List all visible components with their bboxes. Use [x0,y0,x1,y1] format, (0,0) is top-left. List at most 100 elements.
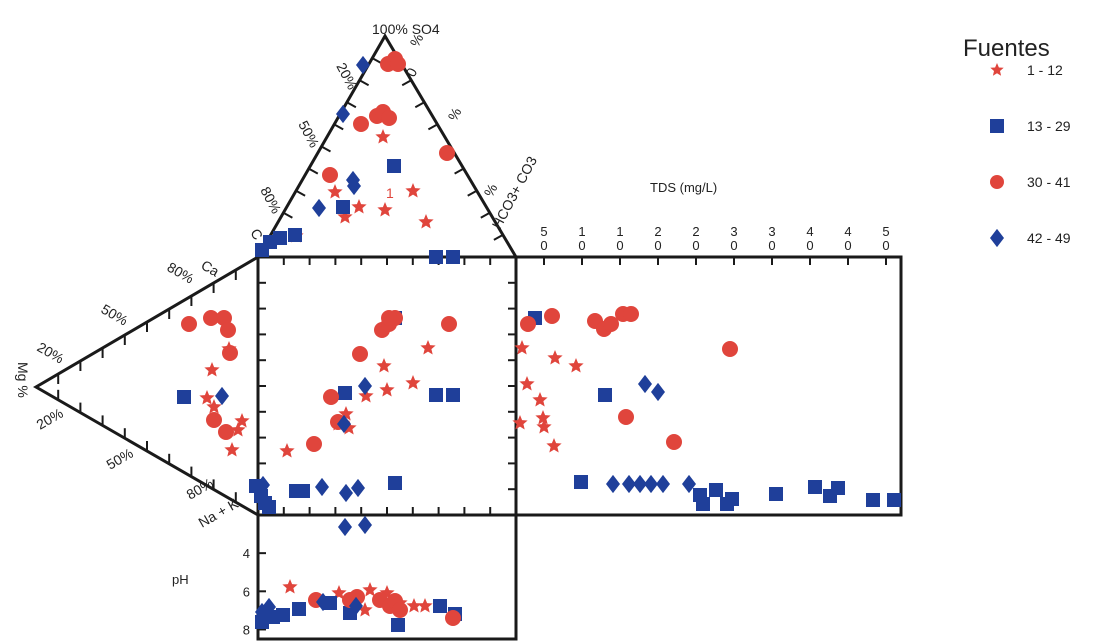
data-point-circle [222,345,238,361]
data-point-circle [181,316,197,332]
data-point-star [282,579,298,594]
data-point-diamond [262,597,276,617]
data-point-star [406,598,422,613]
data-point-star [535,410,551,425]
data-point-circle [439,145,455,161]
left-upper-tick-50: 50% [99,301,131,329]
ph-panel-frame [256,513,518,641]
data-point-square [276,608,290,622]
legend-entry-label: 13 - 29 [1027,118,1071,134]
data-point-square [720,497,734,511]
data-point-square [288,228,302,242]
data-point-square [831,481,845,495]
data-point-diamond [337,414,351,434]
tds-tick-label: 4 [806,224,813,239]
data-point-star [331,585,347,600]
tds-panel-frame [514,255,903,517]
tds-tick-label: 2 [654,224,661,239]
data-point-diamond [622,474,636,494]
data-point-diamond [312,198,326,218]
tds-tick-label: 3 [730,224,737,239]
data-point-square [296,484,310,498]
data-point-star [377,202,393,217]
data-point-square [388,476,402,490]
tds-tick-label: 1 [578,224,585,239]
tds-tick-zero: 0 [692,238,699,253]
tds-tick-zero: 0 [578,238,585,253]
data-point-square [391,618,405,632]
data-point-star [546,438,562,453]
data-point-circle [322,167,338,183]
data-point-diamond [351,478,365,498]
top-right-edge-tick-6 [427,123,438,131]
data-point-circle [203,310,219,326]
data-point-star [337,209,353,224]
tds-tick-zero: 0 [654,238,661,253]
top-left-tick-80: 80% [257,184,284,216]
data-point-star [532,392,548,407]
top-right-edge-tick-2 [480,211,491,219]
data-point-square [446,388,460,402]
ph-tick-labels: 4 6 8 [243,546,266,637]
left-lower-tick-50: 50% [104,445,136,473]
data-point-circle [323,389,339,405]
top-right-tick-pct-3: % [481,181,501,200]
axis-labels: 100% SO4 20% 50% 80% C 0 % % % HCO3+ CO3… [15,21,717,587]
tds-tick-zero: 0 [844,238,851,253]
tds-axis-label: TDS (mg/L) [650,180,717,195]
left-lower-tick-20: 20% [34,405,66,433]
top-left-edge-tick-3 [295,189,306,197]
data-points [177,51,901,632]
data-point-diamond [349,596,363,616]
data-point-square [696,497,710,511]
data-point-diamond [358,515,372,535]
top-right-edge-tick-1 [493,234,504,241]
tds-tick-label: 1 [616,224,623,239]
data-point-diamond [358,376,372,396]
top-right-tick-pct-2: % [445,105,465,124]
data-point-circle [544,308,560,324]
data-point-square [574,475,588,489]
ph-tick-label: 8 [243,622,250,637]
tds-tick-label: 2 [692,224,699,239]
annotation-1: 1 [386,185,394,201]
data-point-circle [520,316,536,332]
data-point-circle [353,116,369,132]
ph-tick-label: 6 [243,584,250,599]
data-point-square [262,500,276,514]
data-point-square [338,386,352,400]
data-point-diamond [215,386,229,406]
data-point-star [547,350,563,365]
left-upper-tick-20: 20% [35,339,67,367]
data-point-diamond [633,474,647,494]
legend-title: Fuentes [963,35,1050,62]
tds-tick-label: 5 [882,224,889,239]
data-point-square [387,159,401,173]
top-right-edge-tick-8 [401,79,412,87]
legend-marker-square [990,119,1004,133]
tds-tick-zero: 0 [882,238,889,253]
legend-entry-label: 30 - 41 [1027,174,1071,190]
legend-marker-star [990,63,1004,76]
data-point-diamond [347,176,361,196]
data-point-circle [392,602,408,618]
data-point-diamond [651,382,665,402]
data-point-square [769,487,783,501]
data-point-star [519,376,535,391]
data-point-square [429,250,443,264]
data-point-diamond [356,55,370,75]
data-point-diamond [638,374,652,394]
data-point-diamond [338,517,352,537]
data-point-diamond [682,474,696,494]
legend-marker-circle [990,175,1004,189]
top-left-edge-tick-4 [308,167,319,175]
data-point-diamond [316,592,330,612]
left-lower-tick-80: 80% [184,475,216,503]
data-point-star [351,199,367,214]
top-right-edge-tick-4 [454,167,465,175]
tds-tick-zero: 0 [730,238,737,253]
data-point-circle [381,110,397,126]
data-point-circle [218,424,234,440]
legend: Fuentes 1 - 12 13 - 29 30 - 41 42 - 49 [963,35,1071,248]
